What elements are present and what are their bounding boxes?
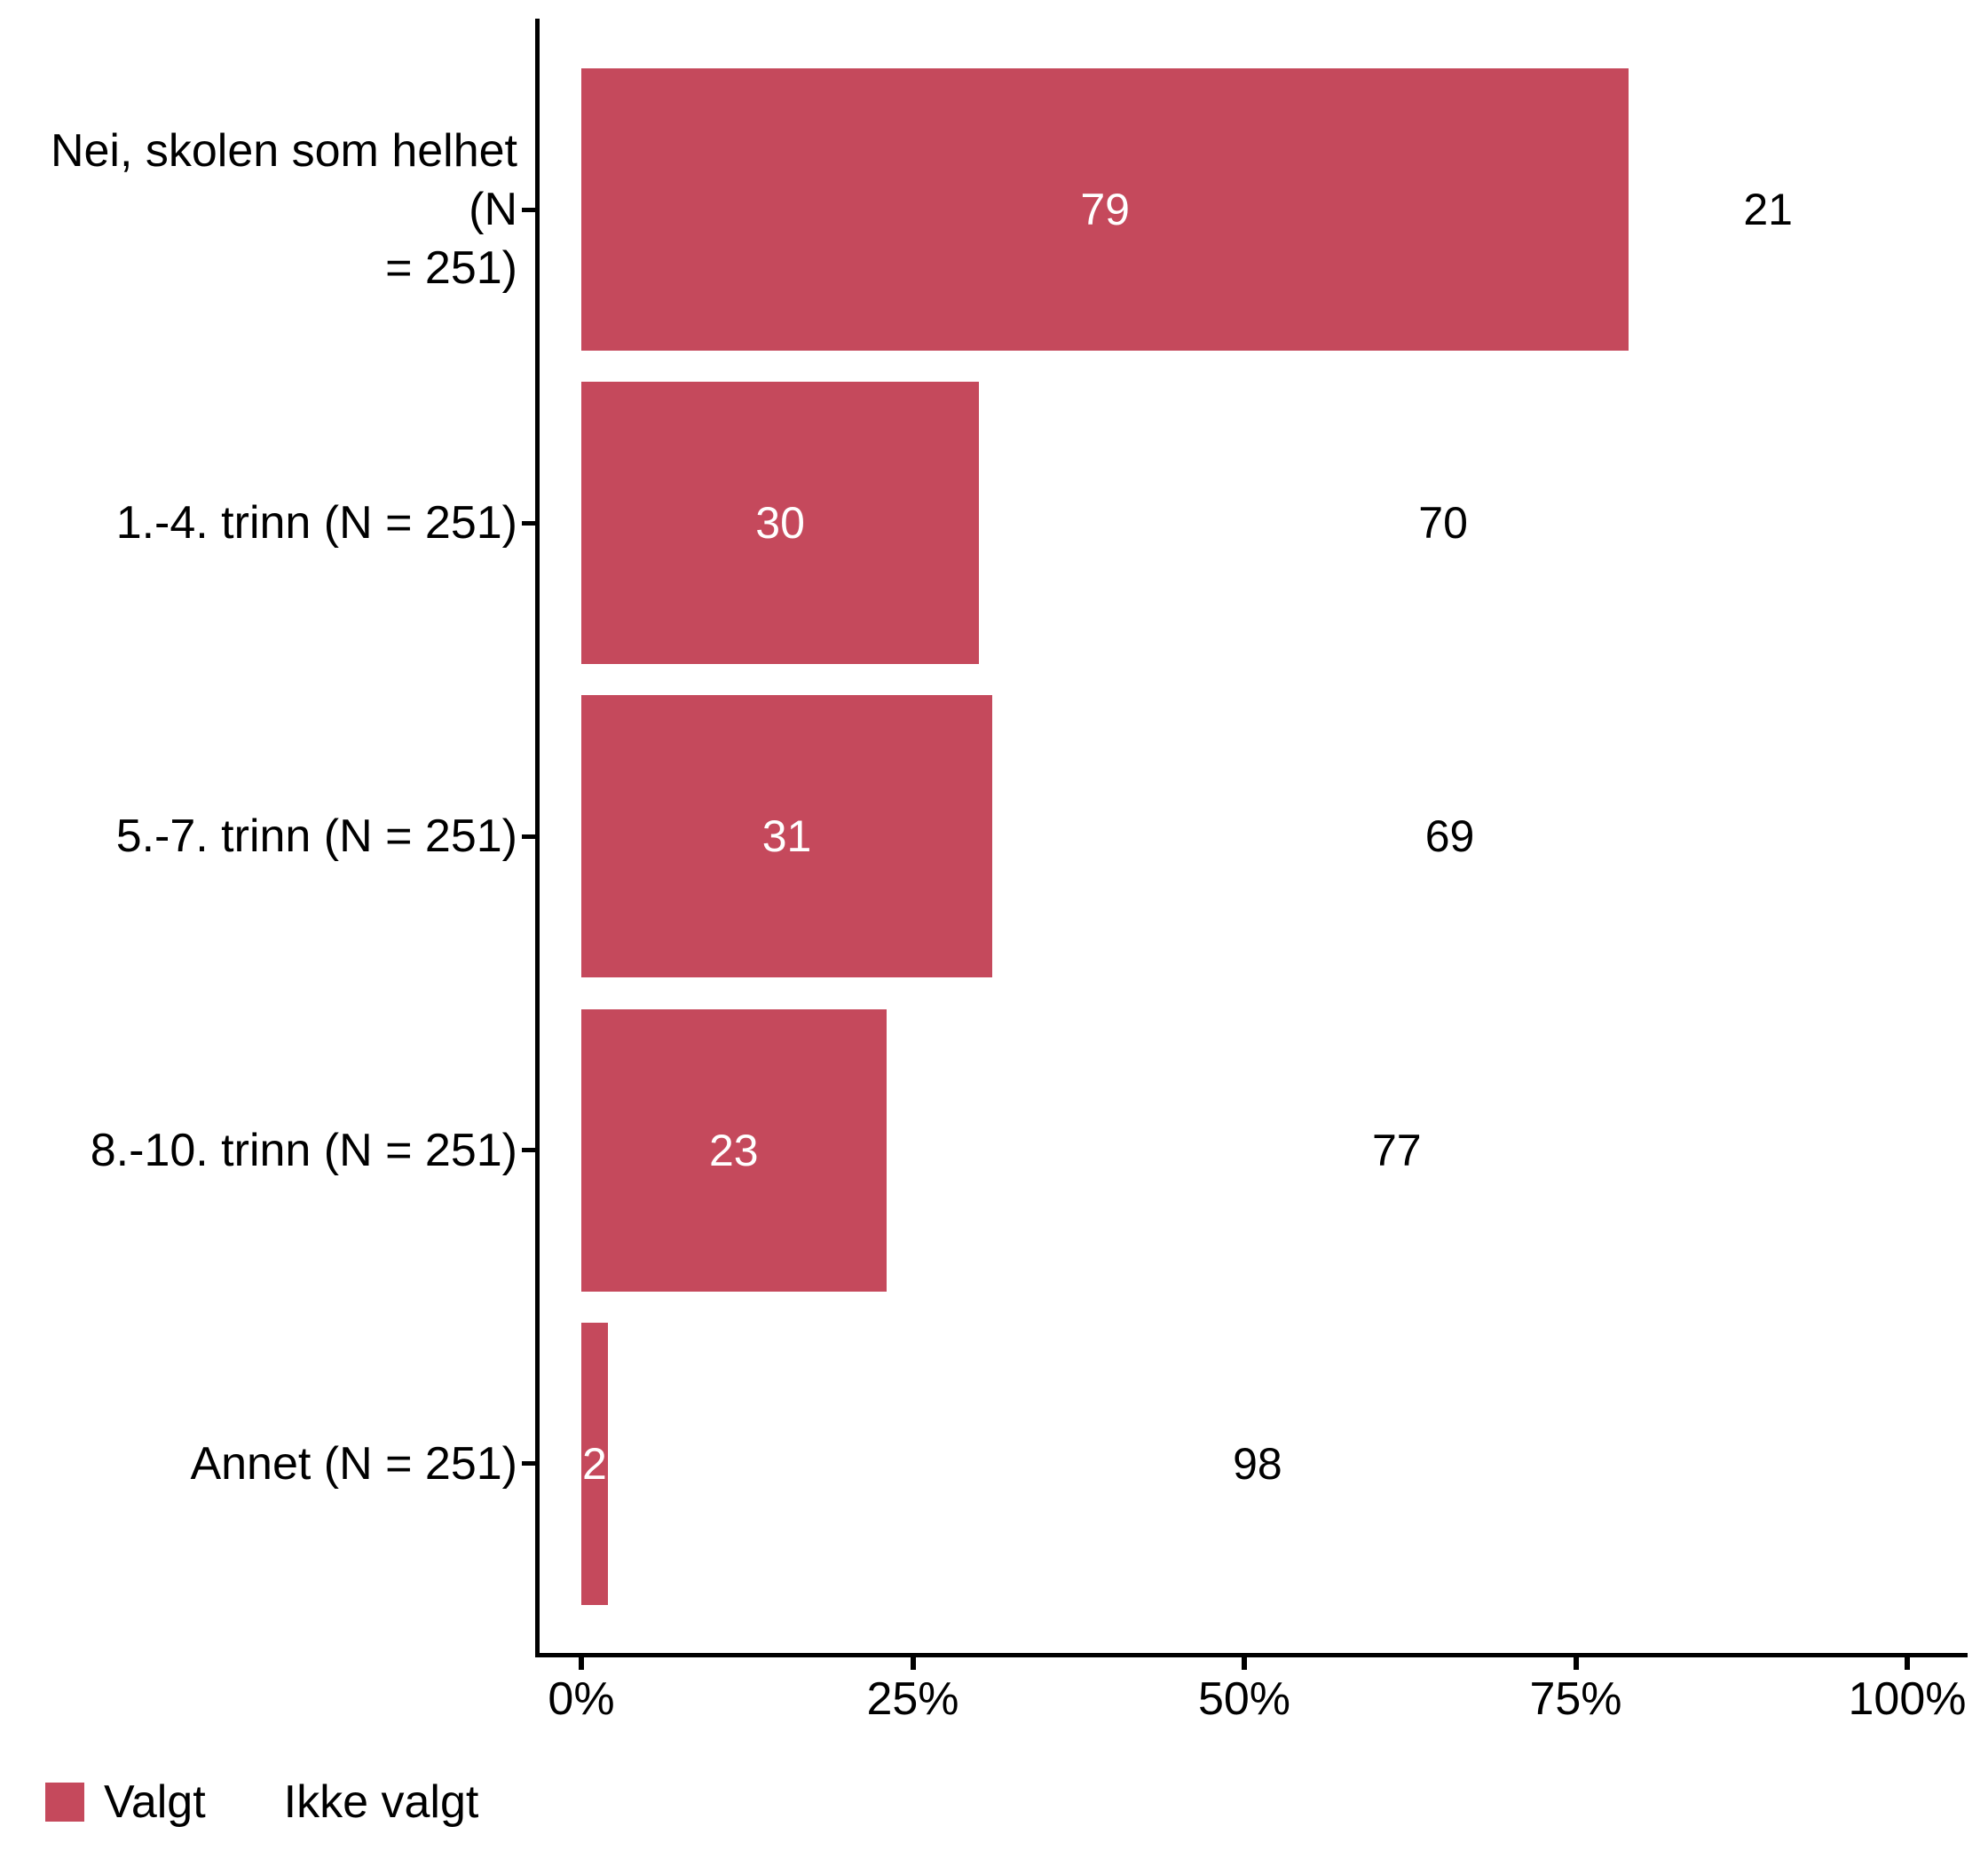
bar-value-label: 31	[761, 811, 812, 862]
legend-label-ikke-valgt: Ikke valgt	[283, 1776, 479, 1828]
bar-value-label: 79	[1080, 185, 1130, 234]
x-tick-label: 100%	[1848, 1673, 1967, 1725]
x-tick-label: 50%	[1197, 1673, 1291, 1725]
legend: Valgt Ikke valgt	[45, 1775, 478, 1829]
x-axis-line	[535, 1653, 1968, 1657]
y-axis-tick	[522, 207, 535, 212]
legend-swatch-ikke-valgt	[225, 1783, 264, 1822]
legend-key-ikke-valgt: Ikke valgt	[225, 1775, 479, 1829]
bar-value-label: 23	[708, 1125, 759, 1175]
bar-segment-valgt	[581, 695, 993, 978]
x-axis-tick	[579, 1657, 584, 1670]
bar-remainder-label: 21	[1743, 185, 1793, 234]
legend-label-valgt: Valgt	[104, 1776, 206, 1828]
x-axis-tick	[1573, 1657, 1579, 1670]
y-axis-tick	[522, 1148, 535, 1153]
bar-remainder-label: 77	[1371, 1125, 1422, 1175]
category-label: 8.-10. trinn (N = 251)	[90, 1124, 517, 1176]
legend-key-valgt: Valgt	[45, 1775, 206, 1829]
bar-value-label: 30	[755, 498, 805, 549]
bar-remainder-label: 98	[1233, 1438, 1282, 1489]
x-tick-label: 25%	[866, 1673, 959, 1725]
y-axis-line	[535, 19, 540, 1657]
bar-segment-valgt	[581, 1008, 887, 1292]
x-axis-tick	[1905, 1657, 1910, 1670]
bar-segment-valgt	[581, 382, 980, 665]
category-label: 1.-4. trinn (N = 251)	[115, 497, 517, 550]
y-axis-tick	[522, 834, 535, 839]
x-tick-label: 75%	[1529, 1673, 1622, 1725]
x-axis-tick	[910, 1657, 916, 1670]
x-tick-label: 0%	[548, 1673, 615, 1725]
bar-remainder-label: 70	[1418, 498, 1468, 549]
legend-swatch-valgt	[45, 1783, 84, 1822]
category-label: 5.-7. trinn (N = 251)	[115, 810, 517, 863]
y-axis-tick	[522, 520, 535, 526]
bar-value-label: 2	[582, 1438, 607, 1489]
bar-segment-valgt	[581, 68, 1629, 351]
bar-remainder-label: 69	[1424, 811, 1475, 862]
bar-segment-valgt	[581, 1322, 608, 1605]
x-axis-tick	[1242, 1657, 1247, 1670]
y-axis-tick	[522, 1461, 535, 1467]
category-label: Nei, skolen som helhet (N = 251)	[50, 124, 517, 295]
category-label: Annet (N = 251)	[190, 1437, 517, 1490]
